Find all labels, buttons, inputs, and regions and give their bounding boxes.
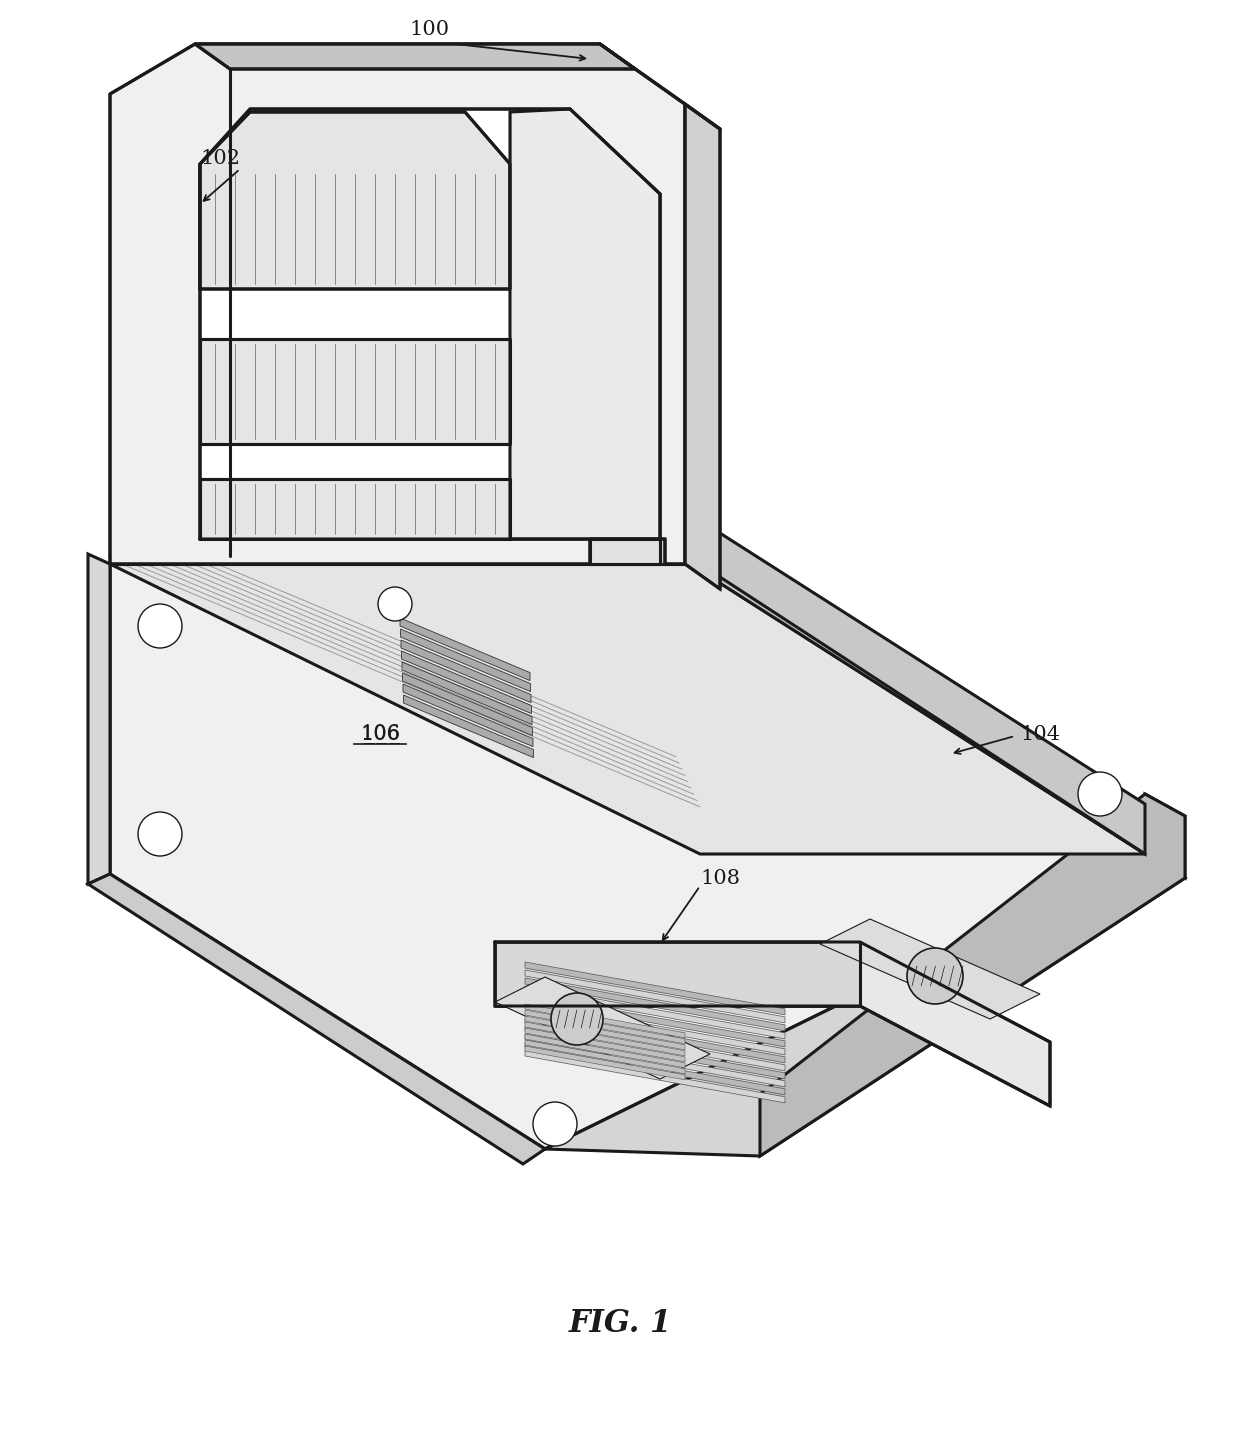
Text: 102: 102 <box>200 149 241 169</box>
Polygon shape <box>110 564 1145 1149</box>
Text: FIG. 1: FIG. 1 <box>568 1308 672 1339</box>
Polygon shape <box>495 977 711 1078</box>
Polygon shape <box>525 1040 684 1074</box>
Polygon shape <box>525 1034 785 1087</box>
Polygon shape <box>88 873 546 1164</box>
Text: 1̲0̲6̲: 1̲0̲6̲ <box>360 724 401 744</box>
Polygon shape <box>525 1018 785 1071</box>
Polygon shape <box>495 942 861 1007</box>
Polygon shape <box>401 640 531 703</box>
Polygon shape <box>495 942 1050 1106</box>
Circle shape <box>906 948 963 1004</box>
Polygon shape <box>525 1043 785 1094</box>
Polygon shape <box>88 554 110 883</box>
Polygon shape <box>403 673 532 736</box>
Polygon shape <box>820 919 1040 1020</box>
Polygon shape <box>110 513 689 564</box>
Text: 108: 108 <box>701 869 740 889</box>
Polygon shape <box>401 618 529 681</box>
Polygon shape <box>401 630 531 691</box>
Polygon shape <box>546 855 1185 1156</box>
Circle shape <box>138 604 182 648</box>
Polygon shape <box>510 109 660 539</box>
Polygon shape <box>760 794 1185 1156</box>
Circle shape <box>378 587 412 621</box>
Polygon shape <box>110 44 684 564</box>
Circle shape <box>138 812 182 856</box>
Polygon shape <box>110 564 1145 855</box>
Polygon shape <box>525 1004 684 1038</box>
Polygon shape <box>200 338 510 445</box>
Circle shape <box>551 992 603 1045</box>
Polygon shape <box>590 539 660 564</box>
Polygon shape <box>525 1022 684 1055</box>
Polygon shape <box>402 651 532 714</box>
Polygon shape <box>403 684 533 747</box>
Polygon shape <box>525 1045 684 1080</box>
Circle shape <box>1078 771 1122 816</box>
Polygon shape <box>525 1010 785 1063</box>
Polygon shape <box>525 1025 785 1078</box>
Polygon shape <box>525 969 785 1022</box>
Polygon shape <box>525 1028 684 1061</box>
Polygon shape <box>200 112 510 290</box>
Polygon shape <box>525 987 785 1038</box>
Polygon shape <box>525 962 785 1015</box>
Text: 100: 100 <box>410 20 450 39</box>
Polygon shape <box>403 695 533 757</box>
Polygon shape <box>525 1050 785 1103</box>
Polygon shape <box>689 513 1145 855</box>
Polygon shape <box>402 663 532 724</box>
Polygon shape <box>1145 794 1185 878</box>
Polygon shape <box>200 479 510 539</box>
Polygon shape <box>195 44 635 69</box>
Polygon shape <box>684 105 720 589</box>
Polygon shape <box>525 994 785 1047</box>
Polygon shape <box>525 1017 684 1050</box>
Polygon shape <box>525 1002 785 1055</box>
Text: 106: 106 <box>360 724 401 743</box>
Text: 104: 104 <box>1021 724 1060 743</box>
Polygon shape <box>525 1010 684 1044</box>
Circle shape <box>533 1101 577 1146</box>
Polygon shape <box>200 109 660 539</box>
Polygon shape <box>525 978 785 1031</box>
Polygon shape <box>525 1034 684 1068</box>
